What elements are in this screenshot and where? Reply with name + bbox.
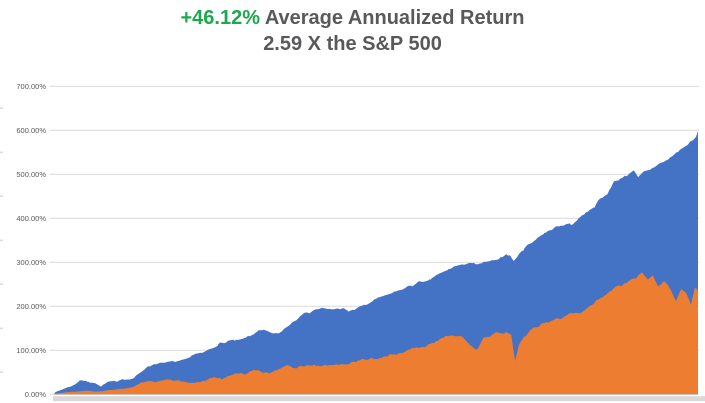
- x-axis-clipped-strip: [53, 396, 705, 402]
- title-line2: 2.59 X the S&P 500: [263, 33, 442, 55]
- y-axis-label-200: 200.00%: [16, 302, 46, 311]
- y-axis-label-500: 500.00%: [16, 170, 46, 179]
- y-axis-label-100: 100.00%: [16, 346, 46, 355]
- title-line1-rest: Average Annualized Return: [260, 7, 525, 29]
- y-axis-label-0: 0.00%: [25, 390, 47, 399]
- y-axis-label-600: 600.00%: [16, 126, 46, 135]
- y-axis-label-300: 300.00%: [16, 258, 46, 267]
- title-line1: +46.12% Average Annualized Return: [0, 5, 705, 31]
- y-axis-label-400: 400.00%: [16, 214, 46, 223]
- title-return-highlight: +46.12%: [180, 7, 260, 29]
- y-axis-label-700: 700.00%: [16, 82, 46, 91]
- chart-title: +46.12% Average Annualized Return 2.59 X…: [0, 5, 705, 57]
- orange-area-series: [54, 272, 698, 395]
